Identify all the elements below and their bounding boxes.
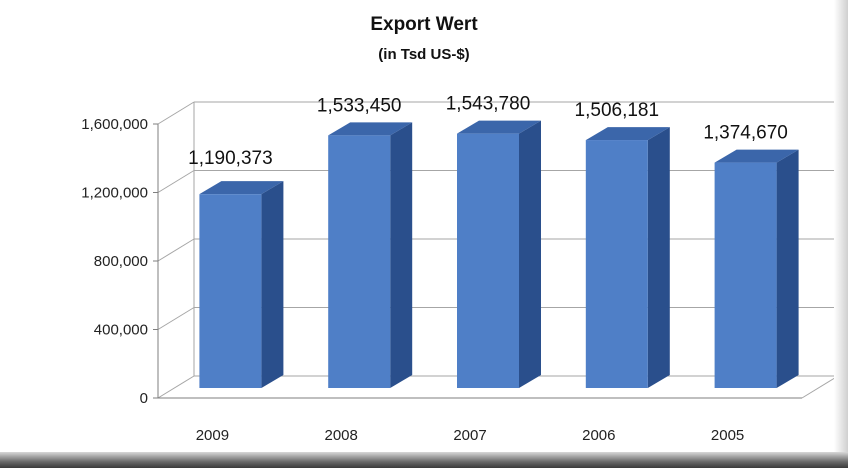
bar (457, 133, 519, 388)
data-label: 1,543,780 (446, 94, 531, 115)
bar (199, 194, 262, 388)
data-label: 1,190,373 (188, 148, 273, 169)
gridline-diagonal (157, 101, 195, 125)
bar-top (714, 149, 799, 163)
bar (714, 162, 777, 388)
x-tick-label: 2007 (453, 427, 486, 444)
bar (585, 140, 648, 388)
frame-shadow-bottom (0, 452, 848, 468)
y-tick-label: 1,600,000 (81, 116, 148, 133)
bar-top (199, 181, 284, 195)
bar-top (457, 120, 541, 134)
chart-subtitle: (in Tsd US-$) (378, 46, 470, 63)
y-tick-label: 0 (140, 390, 148, 407)
x-tick-label: 2006 (582, 427, 615, 444)
floor-right-edge (801, 375, 839, 399)
bar-side (776, 149, 799, 388)
bar-side (519, 120, 541, 388)
y-tick-label: 1,200,000 (81, 185, 148, 202)
x-tick-label: 2009 (196, 427, 229, 444)
bar-top (585, 127, 670, 141)
data-label: 1,506,181 (575, 100, 660, 121)
gridline-diagonal (157, 307, 195, 330)
x-tick-label: 2008 (325, 427, 358, 444)
frame-shadow-right (834, 0, 848, 468)
bar-side (647, 127, 670, 389)
gridline-diagonal (157, 238, 195, 262)
y-tick-label: 800,000 (94, 253, 148, 270)
data-label: 1,374,670 (703, 123, 788, 144)
bar (328, 135, 391, 388)
chart-title: Export Wert (370, 14, 478, 35)
bar-side (261, 181, 284, 388)
y-tick-label: 400,000 (94, 322, 148, 339)
x-tick-label: 2005 (711, 427, 744, 444)
gridline-diagonal (157, 170, 195, 193)
bar-side (390, 122, 413, 388)
gridline-diagonal (157, 375, 195, 399)
bar-top (328, 122, 413, 136)
data-label: 1,533,450 (317, 95, 402, 116)
